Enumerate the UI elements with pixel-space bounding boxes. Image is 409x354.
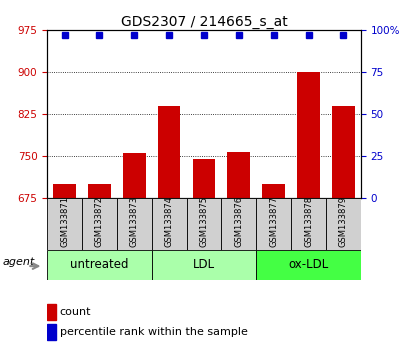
Text: GSM133878: GSM133878 [303, 196, 312, 247]
Text: GSM133877: GSM133877 [269, 196, 277, 247]
Bar [47, 198, 82, 250]
Text: ox-LDL: ox-LDL [288, 258, 328, 271]
Bar [262, 184, 284, 198]
Bar [227, 152, 249, 198]
Text: GSM133871: GSM133871 [60, 196, 69, 247]
Bar [151, 198, 186, 250]
Text: GSM133873: GSM133873 [130, 196, 138, 247]
Bar [47, 304, 56, 320]
Text: GSM133874: GSM133874 [164, 196, 173, 247]
Bar [256, 198, 290, 250]
Bar [157, 106, 180, 198]
Bar [186, 198, 221, 250]
Bar [53, 184, 76, 198]
Title: GDS2307 / 214665_s_at: GDS2307 / 214665_s_at [120, 15, 287, 29]
Bar [297, 72, 319, 198]
Bar [88, 184, 110, 198]
Bar [47, 324, 56, 340]
Text: untreated: untreated [70, 258, 128, 271]
Text: GSM133875: GSM133875 [199, 196, 208, 247]
Text: LDL: LDL [193, 258, 214, 271]
Bar [47, 250, 151, 280]
Bar [192, 159, 215, 198]
Bar [331, 106, 354, 198]
Text: count: count [60, 307, 91, 317]
Bar [82, 198, 117, 250]
Bar [256, 250, 360, 280]
Bar [290, 198, 325, 250]
Text: GSM133876: GSM133876 [234, 196, 243, 247]
Text: agent: agent [2, 257, 34, 267]
Text: percentile rank within the sample: percentile rank within the sample [60, 327, 247, 337]
Bar [325, 198, 360, 250]
Bar [151, 250, 256, 280]
Text: GSM133872: GSM133872 [95, 196, 103, 247]
Bar [117, 198, 151, 250]
Bar [221, 198, 256, 250]
Text: GSM133879: GSM133879 [338, 196, 347, 247]
Bar [123, 153, 145, 198]
